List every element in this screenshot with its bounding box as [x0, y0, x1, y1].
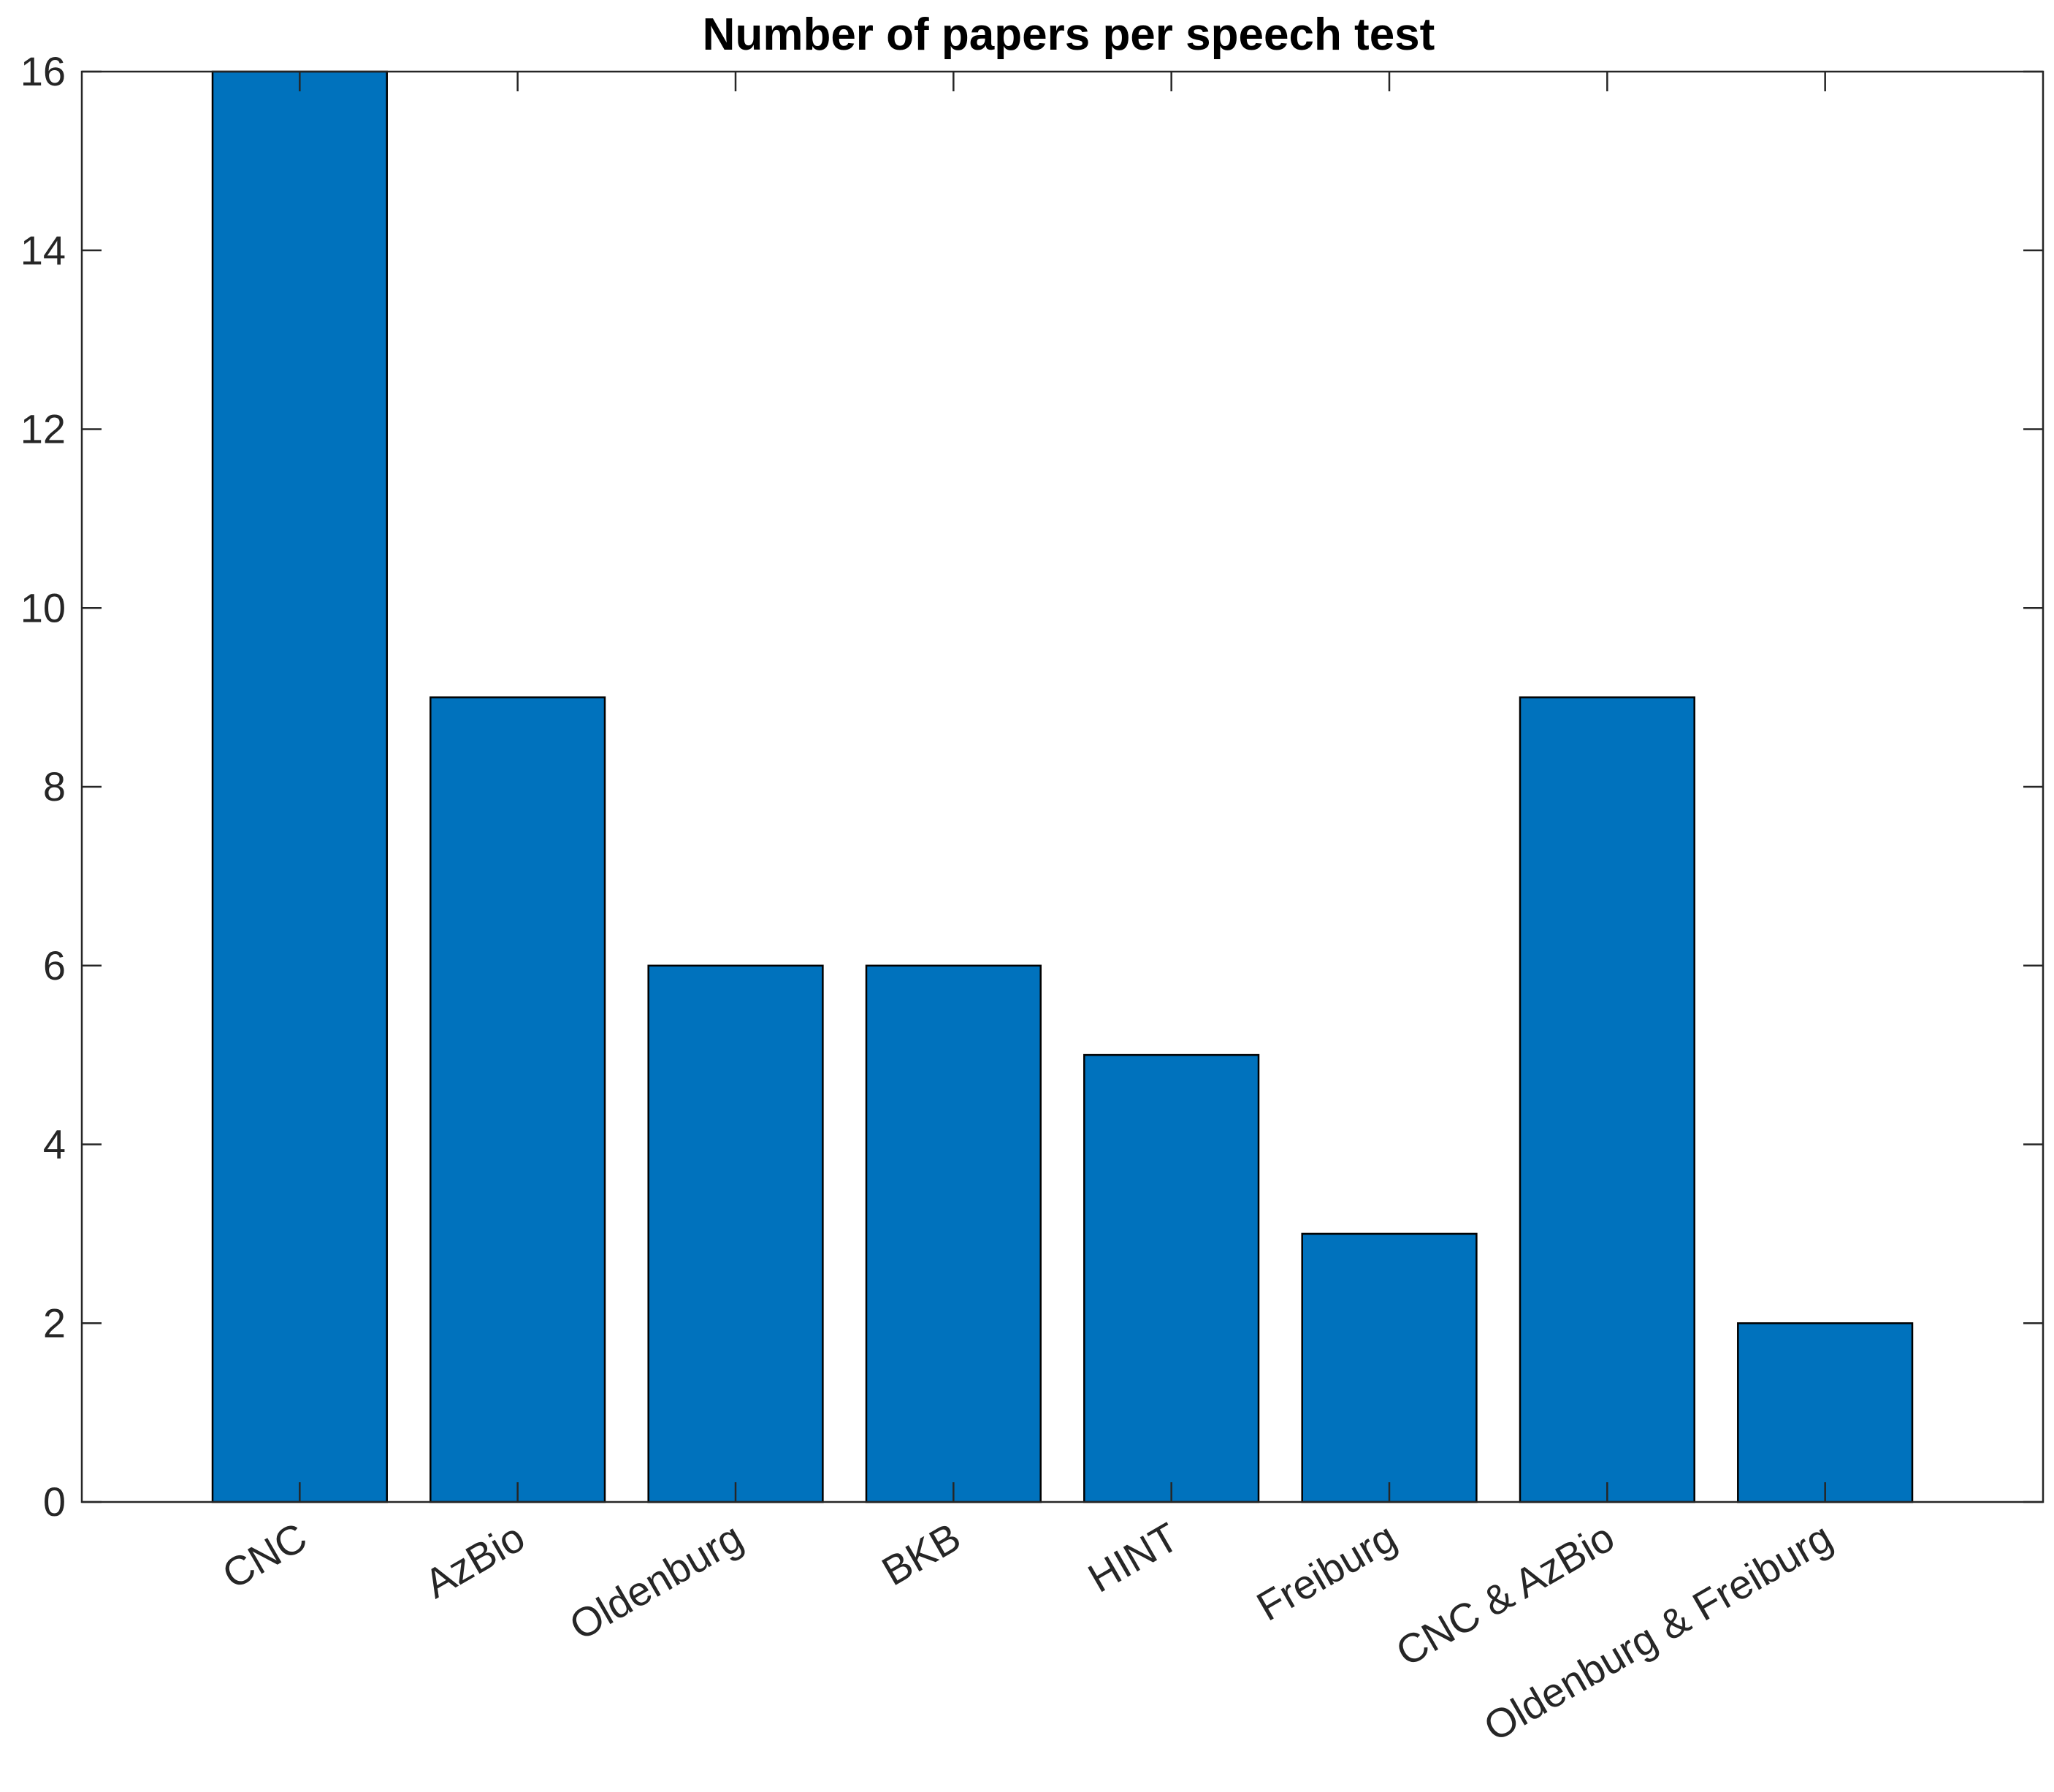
y-tick-label: 12: [20, 406, 66, 452]
x-tick-label: Oldenburg & Freiburg: [1476, 1514, 1840, 1750]
bars-layer: [211, 70, 1914, 1503]
y-tick-label: 14: [20, 227, 66, 273]
bar-oldenburg: [647, 964, 824, 1503]
y-tick-label: 8: [43, 763, 66, 809]
bar-oldenburg-freiburg: [1737, 1322, 1914, 1503]
axes-layer: [80, 70, 2045, 1503]
x-tick-label: AzBio: [416, 1514, 532, 1607]
bar-freiburg: [1301, 1232, 1478, 1503]
bar-hint: [1083, 1053, 1260, 1503]
x-tick-label: BKB: [874, 1514, 969, 1595]
y-tick-label: 10: [20, 584, 66, 630]
y-tick-label: 0: [43, 1479, 66, 1525]
bar-cnc-azbio: [1519, 696, 1695, 1503]
x-tick-label: Oldenburg: [562, 1514, 750, 1649]
bar-bkb: [865, 964, 1042, 1503]
y-tick-label: 6: [43, 942, 66, 988]
y-tick-label: 16: [20, 48, 66, 94]
x-tick-label: HINT: [1080, 1514, 1186, 1601]
chart-title: Number of papers per speech test: [703, 9, 1435, 60]
x-tick-label: Freiburg: [1249, 1514, 1404, 1630]
x-tick-label: CNC: [215, 1514, 315, 1598]
y-tick-label: 4: [43, 1121, 66, 1167]
y-tick-label: 2: [43, 1300, 66, 1346]
bar-cnc: [211, 70, 388, 1503]
bar-azbio: [429, 696, 606, 1503]
